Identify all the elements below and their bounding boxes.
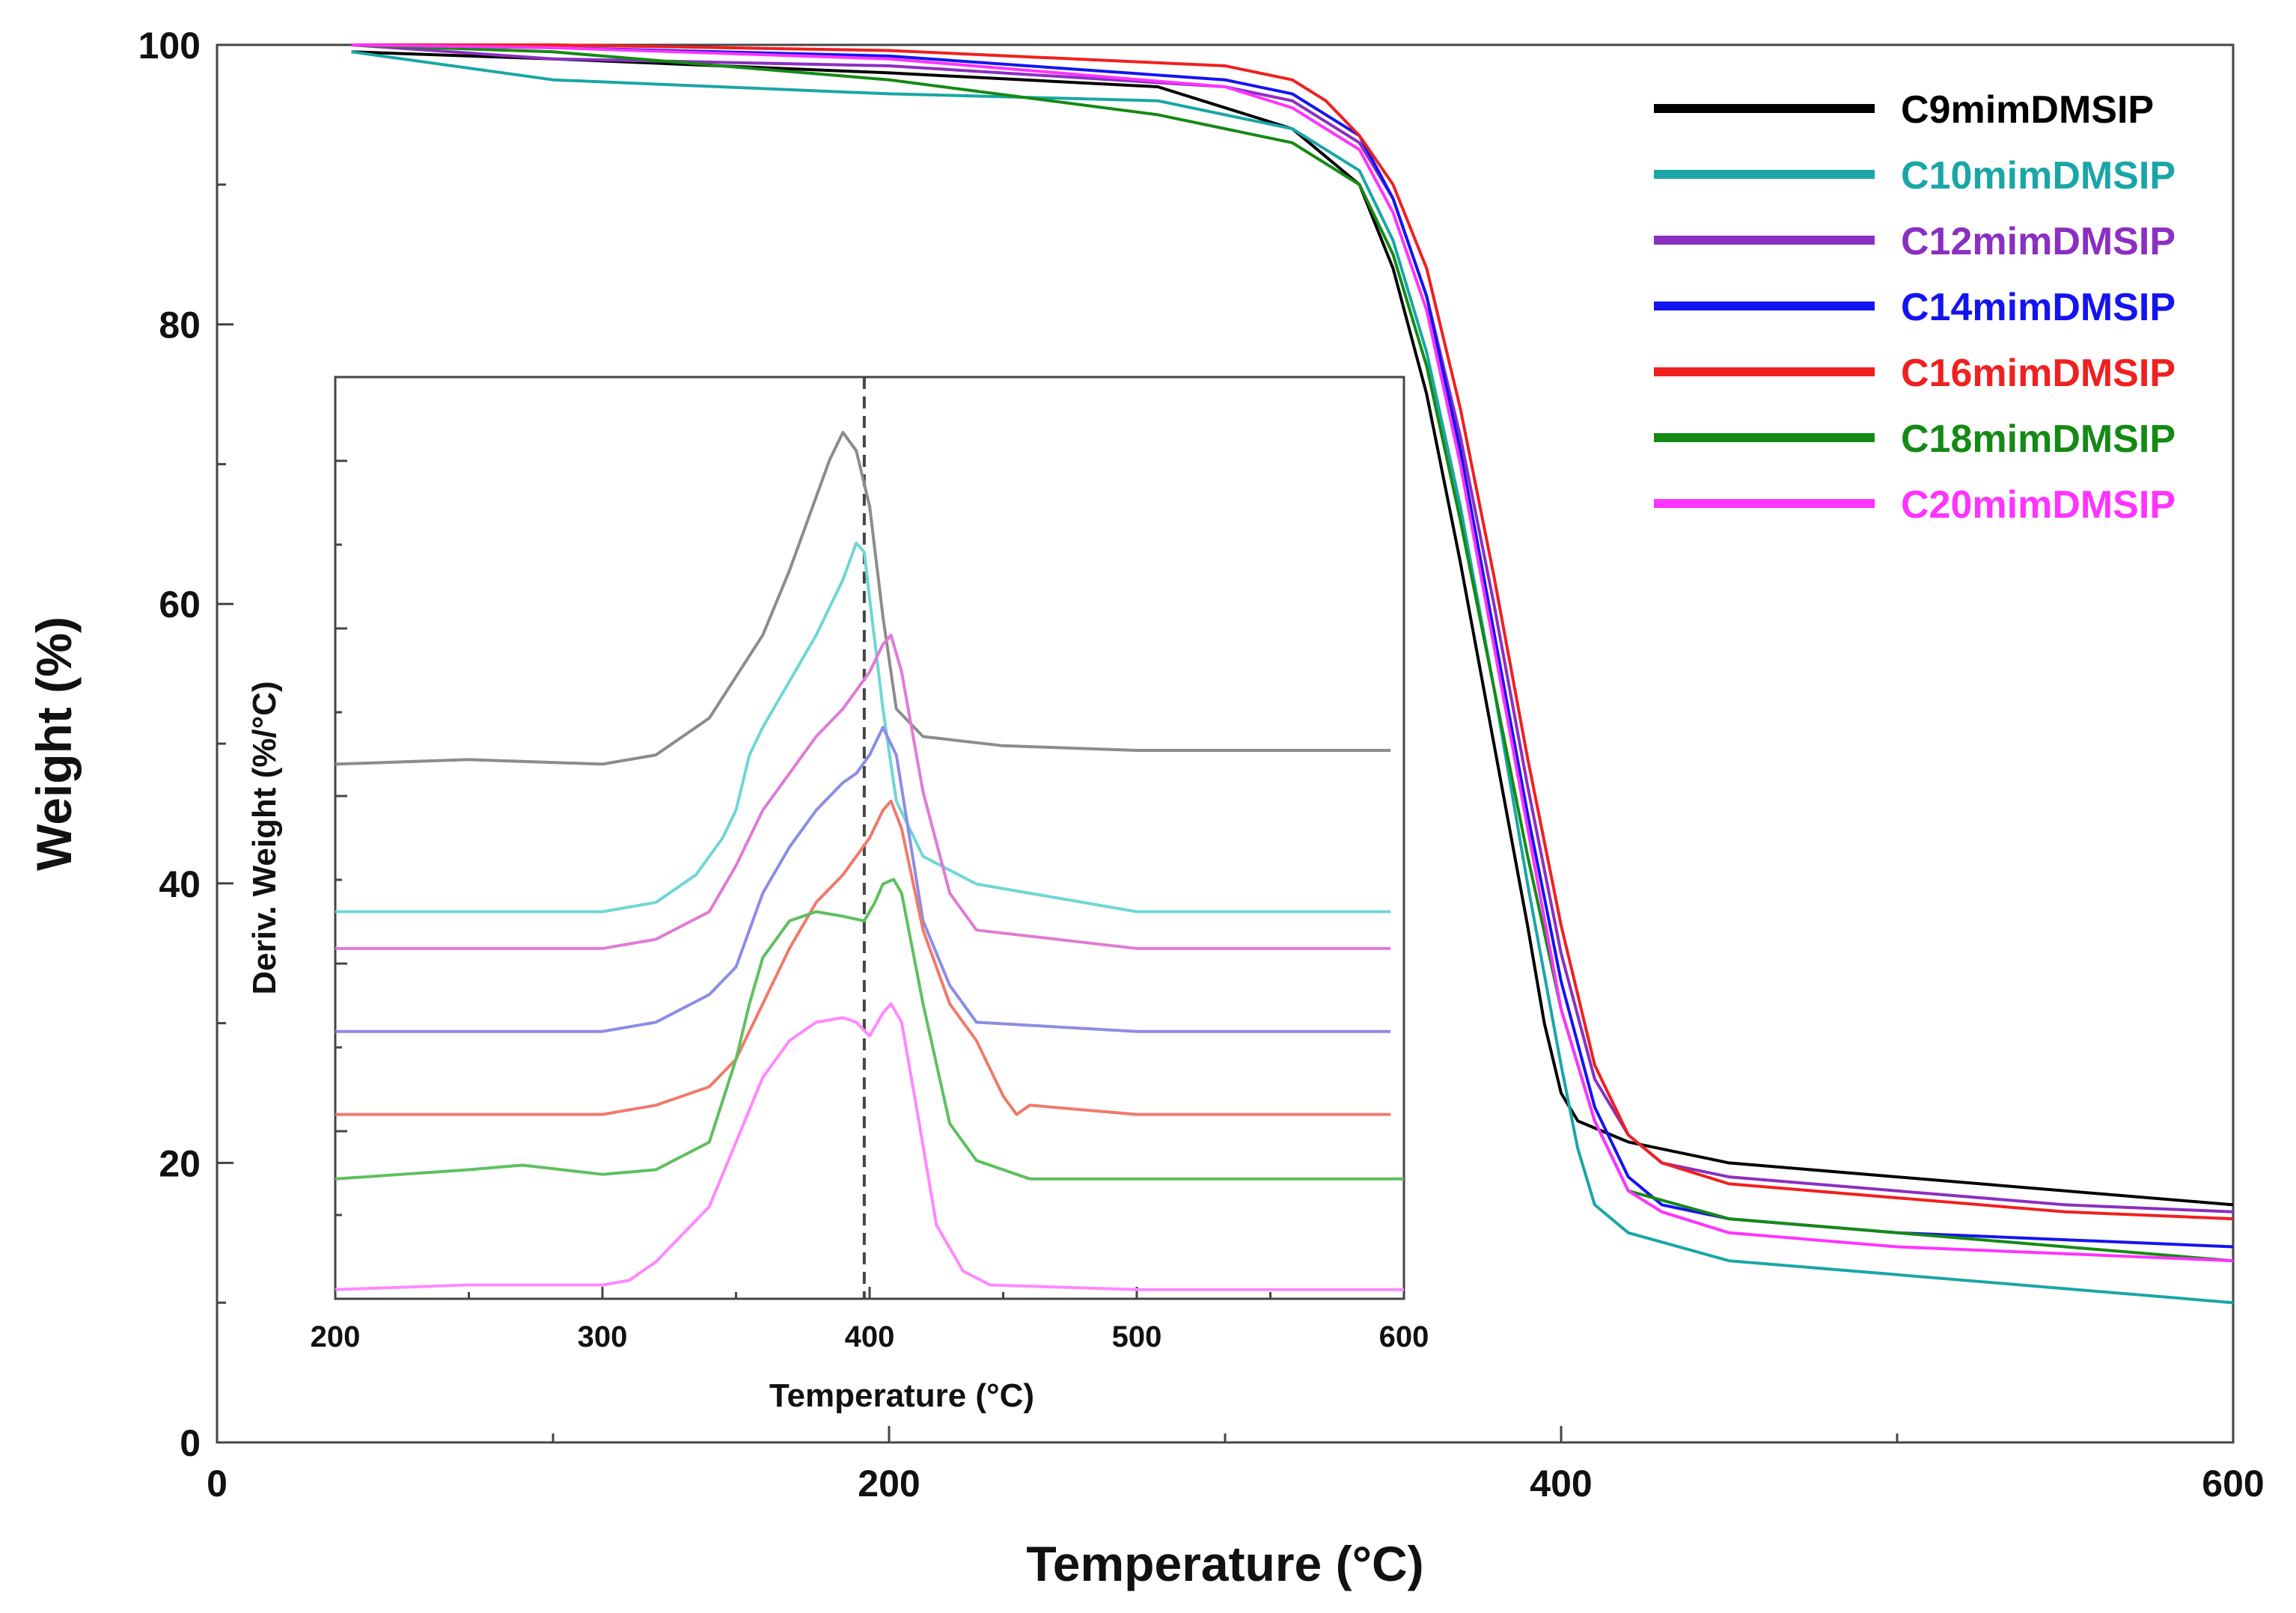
inset-x-tick-label: 400 — [845, 1320, 895, 1353]
inset-x-axis-title: Temperature (°C) — [769, 1377, 1034, 1414]
inset-x-tick-label: 300 — [578, 1320, 628, 1353]
main-x-tick-label: 200 — [858, 1463, 920, 1505]
inset-series-line-C18mimDMSIP — [335, 878, 1404, 1181]
main-x-axis-title: Temperature (°C) — [1026, 1536, 1423, 1591]
inset-y-ticks — [335, 459, 347, 1216]
main-x-tick-label: 0 — [207, 1463, 228, 1505]
legend-label-C9mimDMSIP: C9mimDMSIP — [1901, 88, 2154, 132]
main-y-tick-label: 20 — [159, 1142, 201, 1184]
inset-series-line-C14mimDMSIP — [335, 726, 1391, 1033]
main-y-tick-label: 40 — [159, 863, 201, 905]
legend-label-C10mimDMSIP: C10mimDMSIP — [1901, 154, 2176, 198]
legend-label-C12mimDMSIP: C12mimDMSIP — [1901, 220, 2176, 263]
inset-x-ticks: 200 300 400 500 600 — [311, 1287, 1429, 1353]
main-y-tick-label: 0 — [180, 1422, 201, 1464]
main-series-line-C9mimDMSIP — [351, 50, 2234, 1207]
legend-label-C18mimDMSIP: C18mimDMSIP — [1901, 417, 2176, 461]
main-x-ticks: 0 200 400 600 — [207, 1426, 2265, 1505]
inset-y-axis-title: Deriv. Weight (%/°C) — [246, 681, 283, 994]
main-series-line-C18mimDMSIP — [351, 43, 2234, 1263]
main-y-ticks: 0 20 40 60 80 100 — [138, 25, 233, 1464]
main-y-tick-label: 80 — [159, 304, 201, 346]
inset-x-tick-label: 600 — [1379, 1320, 1429, 1353]
inset-series-line-C12mimDMSIP — [335, 634, 1391, 950]
inset-series-line-C9mimDMSIP — [335, 430, 1391, 766]
main-y-tick-label: 60 — [159, 584, 201, 625]
main-series-line-C16mimDMSIP — [351, 43, 2234, 1221]
inset-x-tick-label: 200 — [311, 1320, 361, 1353]
legend-label-C20mimDMSIP: C20mimDMSIP — [1901, 483, 2176, 527]
main-x-tick-label: 400 — [1530, 1463, 1592, 1505]
legend-label-C14mimDMSIP: C14mimDMSIP — [1901, 286, 2176, 329]
main-y-tick-label: 100 — [138, 25, 201, 67]
legend-label-C16mimDMSIP: C16mimDMSIP — [1901, 352, 2176, 395]
inset-series-line-C20mimDMSIP — [335, 1002, 1404, 1291]
inset-series-line-C16mimDMSIP — [335, 799, 1391, 1116]
main-x-tick-label: 600 — [2202, 1463, 2264, 1505]
main-y-axis-title: Weight (%) — [26, 616, 82, 871]
main-series-line-C20mimDMSIP — [351, 43, 2234, 1263]
main-series-group — [351, 43, 2234, 1305]
inset-series-line-C10mimDMSIP — [335, 541, 1391, 913]
legend: C9mimDMSIP C10mimDMSIP C12mimDMSIP C14mimDM… — [1654, 88, 2176, 527]
inset-x-tick-label: 500 — [1112, 1320, 1162, 1353]
inset-series-group — [335, 430, 1404, 1291]
